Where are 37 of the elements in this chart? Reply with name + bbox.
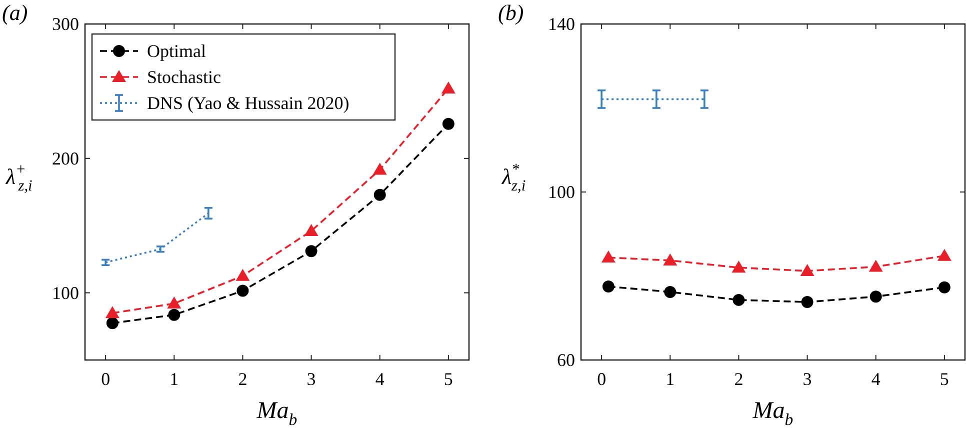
point [304, 224, 318, 236]
legend-label: DNS (Yao & Hussain 2020) [147, 93, 350, 113]
x-tick-label: 0 [101, 369, 110, 389]
y-tick-label: 100 [548, 182, 575, 202]
x-tick-label: 4 [871, 369, 880, 389]
x-tick-label: 2 [734, 369, 744, 389]
point [441, 82, 456, 94]
y-tick-label: 60 [557, 350, 575, 370]
x-tick-label: 2 [238, 369, 248, 389]
point [236, 284, 249, 297]
chart-title: (a) [2, 0, 28, 25]
x-tick-label: 3 [306, 369, 316, 389]
x-tick-label: 3 [802, 369, 812, 389]
chart-title: (b) [498, 0, 524, 25]
point [168, 308, 180, 321]
x-axis-title: Ma$_{b}$ [256, 398, 298, 428]
x-tick-label: 5 [940, 369, 949, 389]
point [305, 245, 318, 258]
point [106, 317, 118, 330]
legend-label: Stochastic [147, 67, 221, 87]
y-tick-label: 300 [52, 14, 79, 34]
legend-label: Optimal [147, 41, 206, 61]
x-axis-title: Ma$_{b}$ [752, 398, 794, 428]
point [442, 118, 454, 130]
y-tick-label: 140 [548, 14, 575, 34]
y-tick-label: 100 [52, 282, 79, 303]
y-tick-label: 200 [52, 148, 79, 168]
x-tick-label: 0 [597, 369, 606, 389]
x-tick-label: 5 [444, 369, 453, 389]
x-tick-label: 1 [666, 369, 675, 389]
point [372, 162, 387, 175]
x-tick-label: 4 [375, 369, 384, 389]
point [105, 306, 120, 318]
point [374, 188, 386, 201]
x-tick-label: 1 [170, 369, 179, 389]
point [167, 296, 182, 309]
point [236, 268, 250, 281]
